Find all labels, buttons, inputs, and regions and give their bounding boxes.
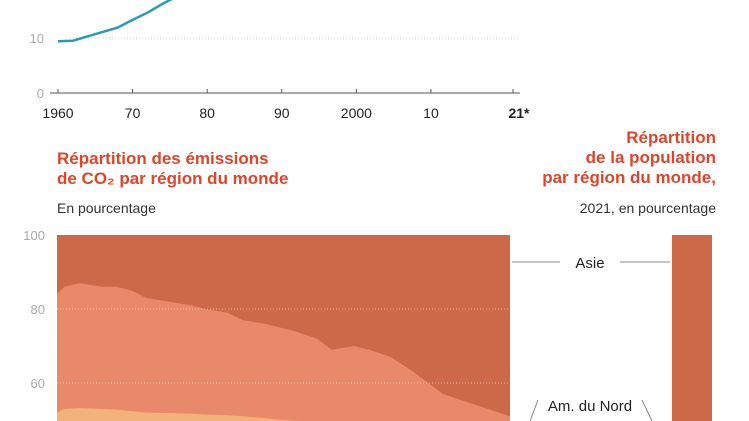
x-tick-label: 10	[423, 105, 439, 121]
emissions-title-line-2: de CO₂ par région du monde	[57, 169, 289, 188]
leader-line	[641, 399, 653, 421]
x-tick-label: 80	[199, 105, 215, 121]
x-tick-label: 2000	[341, 105, 372, 121]
emissions-title-line-1: Répartition des émissions	[57, 149, 269, 168]
population-title-line-2: de la population	[585, 148, 716, 167]
y-tick-label: 80	[31, 302, 45, 317]
y-tick-label: 60	[31, 376, 45, 391]
leader-line	[529, 399, 539, 421]
series-line	[57, 0, 173, 43]
population-title: Répartition de la population par région …	[542, 128, 716, 188]
label-asie: Asie	[575, 255, 604, 272]
y-tick-label: 0	[37, 86, 44, 101]
population-title-line-3: par région du monde,	[542, 168, 716, 187]
y-tick-label: 100	[23, 228, 45, 243]
area-region-2	[57, 408, 510, 421]
population-subtitle: 2021, en pourcentage	[579, 200, 716, 216]
x-tick-label: 21*	[508, 105, 530, 121]
area-region-1	[57, 283, 510, 421]
x-tick-label: 70	[125, 105, 141, 121]
emissions-subtitle: En pourcentage	[57, 200, 156, 216]
x-tick-label: 1960	[42, 105, 73, 121]
population-bar-asie	[672, 235, 712, 421]
population-title-line-1: Répartition	[626, 128, 716, 147]
x-tick-label: 90	[274, 105, 290, 121]
label-am-du-nord: Am. du Nord	[548, 398, 632, 415]
emissions-title: Répartition des émissions de CO₂ par rég…	[57, 149, 288, 189]
y-tick-label: 10	[30, 31, 44, 46]
